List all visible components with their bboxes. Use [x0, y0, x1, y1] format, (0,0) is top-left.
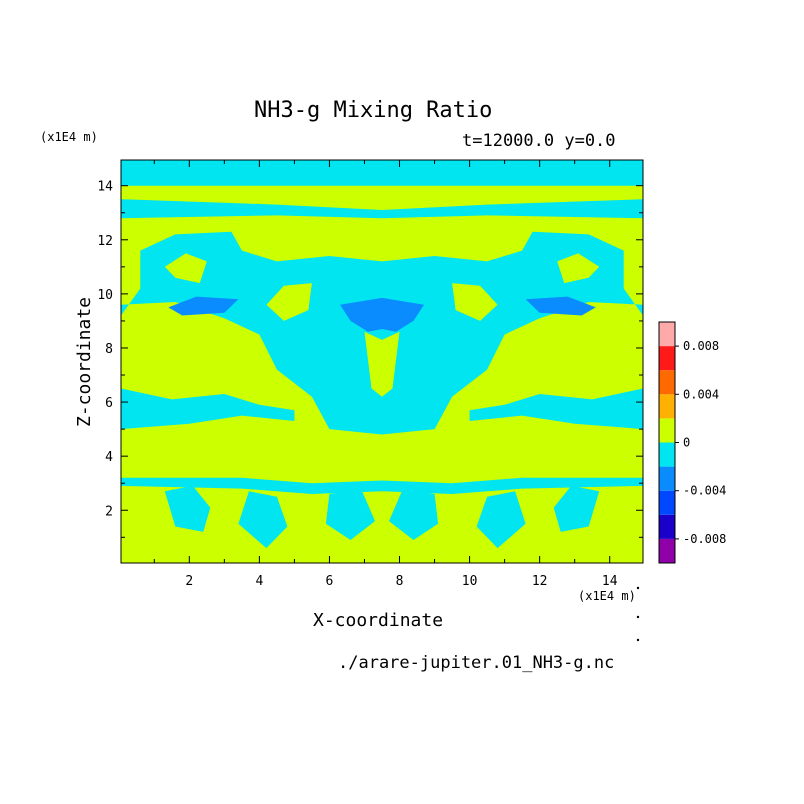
- contour-region-11: [238, 491, 288, 549]
- chart-title: NH3-g Mixing Ratio: [254, 98, 493, 123]
- colorbar-swatch: [659, 418, 675, 443]
- x-tick-label: 14: [602, 574, 618, 589]
- colorbar-tick-label: -0.004: [683, 484, 726, 498]
- contour-region-12: [168, 296, 239, 316]
- source-filename: ./arare-jupiter.01_NH3-g.nc: [338, 653, 615, 673]
- colorbar-swatch: [659, 370, 675, 395]
- contour-region-15: [266, 283, 312, 321]
- y-tick-label: 6: [105, 396, 113, 411]
- x-tick-label: 6: [326, 574, 334, 589]
- contour-region-7: [389, 488, 439, 540]
- contour-field: [121, 160, 643, 563]
- colorbar-tick-label: 0.004: [683, 387, 719, 401]
- contour-region-18: [164, 253, 207, 284]
- colorbar-swatch: [659, 394, 675, 419]
- x-axis-label: X-coordinate: [313, 610, 444, 631]
- y-tick-label: 14: [97, 180, 113, 195]
- contour-region-16: [452, 283, 498, 321]
- colorbar-swatch: [659, 322, 675, 347]
- x-axis-unit: (x1E4 m): [578, 589, 636, 603]
- dot-mark: [636, 615, 640, 619]
- x-tick-label: 4: [255, 574, 263, 589]
- y-tick-label: 2: [105, 504, 113, 519]
- contour-region-2: [121, 231, 643, 435]
- colorbar-tick-label: 0: [683, 436, 690, 450]
- contour-region-19: [557, 253, 600, 284]
- x-tick-label: 12: [532, 574, 548, 589]
- contour-region-9: [553, 485, 600, 532]
- contour-region-5: [121, 477, 643, 494]
- colorbar-swatch: [659, 514, 675, 539]
- colorbar-swatch: [659, 490, 675, 515]
- colorbar-swatch: [659, 346, 675, 371]
- contour-region-6: [325, 488, 375, 540]
- contour-region-10: [476, 491, 526, 549]
- dot-mark: [636, 586, 640, 590]
- contour-region-3: [121, 388, 295, 430]
- dot-mark: [636, 638, 640, 642]
- colorbar-tick-label: -0.008: [683, 532, 726, 546]
- colorbar-swatch: [659, 538, 675, 563]
- chart-subtitle: t=12000.0 y=0.0: [462, 131, 616, 151]
- contour-region-4: [469, 388, 643, 430]
- colorbar-tick-label: 0.008: [683, 339, 719, 353]
- contour-region-17: [364, 331, 400, 397]
- contour-region-13: [525, 296, 596, 316]
- decorative-marks: [636, 586, 640, 642]
- plot-frame: [120, 159, 644, 564]
- y-tick-label: 8: [105, 342, 113, 357]
- colorbar-swatch: [659, 466, 675, 491]
- x-tick-label: 8: [396, 574, 404, 589]
- contour-region-1: [121, 199, 643, 219]
- colorbar-swatch: [659, 442, 675, 467]
- x-tick-label: 10: [462, 574, 478, 589]
- y-tick-label: 12: [97, 234, 113, 249]
- axes: 2 4 6 8 10 12 14 2 4 6 8 10 12 14: [97, 160, 643, 589]
- contour-region-8: [164, 485, 211, 532]
- y-axis-unit: (x1E4 m): [40, 130, 98, 144]
- x-tick-label: 2: [185, 574, 193, 589]
- contour-region-14: [340, 297, 424, 332]
- contour-region-0: [121, 160, 643, 186]
- y-tick-label: 4: [105, 450, 113, 465]
- y-tick-label: 10: [97, 288, 113, 303]
- colorbar: 0.008 0.004 0 -0.004 -0.008: [658, 321, 726, 564]
